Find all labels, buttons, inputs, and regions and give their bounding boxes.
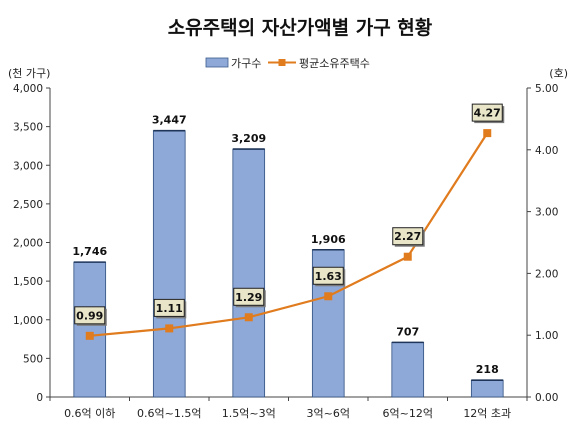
y-left-unit: (천 가구) <box>8 66 50 80</box>
y-right-tick-label: 2.00 <box>535 268 558 280</box>
bar-value-label: 218 <box>476 363 499 376</box>
x-category-label: 12억 초과 <box>463 407 511 420</box>
line-label-box <box>233 287 265 306</box>
y-left-tick-label: 2,500 <box>13 199 43 211</box>
legend-swatch-bar <box>205 57 229 68</box>
line-series <box>85 129 492 340</box>
line-marker <box>403 252 412 261</box>
line-value-label: 4.27 <box>474 107 501 120</box>
line-label-box <box>312 266 344 285</box>
y-right-tick-label: 5.00 <box>535 83 558 95</box>
line-value-label: 1.63 <box>315 270 342 283</box>
bar <box>470 379 504 398</box>
x-category-label: 3억~6억 <box>307 407 350 420</box>
legend-label-bar: 가구수 <box>231 57 261 70</box>
bar-value-label: 1,746 <box>72 245 107 258</box>
y-right-tick-label: 3.00 <box>535 207 558 219</box>
y-right-tick-label: 0.00 <box>535 392 558 404</box>
legend: 가구수 평균소유주택수 <box>205 57 370 70</box>
axes: 0 500 1,000 1,500 2,000 2,500 3,000 3,500 4,000 0… <box>13 83 558 420</box>
y-left-tick-label: 500 <box>23 353 43 365</box>
bar-value-label: 707 <box>396 325 419 338</box>
y-left-tick-label: 3,500 <box>13 122 43 134</box>
bars <box>73 129 504 398</box>
bar-value-label: 1,906 <box>311 233 346 246</box>
line-label-box <box>471 103 503 122</box>
line-label-box <box>153 298 185 317</box>
bar <box>73 261 107 398</box>
y-left-tick-label: 3,000 <box>13 160 43 172</box>
y-left-tick-label: 4,000 <box>13 83 43 95</box>
y-left-tick-label: 1,500 <box>13 276 43 288</box>
y-right-unit: (호) <box>549 67 568 80</box>
x-category-label: 0.6억 이하 <box>64 406 115 420</box>
y-left-tick-label: 1,000 <box>13 315 43 327</box>
bar-value-label: 3,209 <box>231 132 266 145</box>
legend-swatch-marker <box>278 59 286 66</box>
chart-title: 소유주택의 자산가액별 가구 현황 <box>168 16 433 39</box>
line-value-label: 2.27 <box>394 230 421 243</box>
bar <box>391 341 425 398</box>
bar-value-label: 3,447 <box>152 114 187 127</box>
y-left-tick-label: 2,000 <box>13 238 43 250</box>
y-left-tick-label: 0 <box>36 392 43 404</box>
line-value-label: 1.11 <box>156 302 183 315</box>
line-marker <box>165 324 174 333</box>
bar <box>152 130 186 398</box>
data-labels: 1,746 3,447 3,209 1,906 707 218 0.99 1.11 1.29 1.… <box>72 103 505 376</box>
line-label-box <box>74 306 106 325</box>
bar <box>232 148 266 398</box>
line-marker <box>85 331 94 340</box>
line-marker <box>324 292 333 301</box>
line-value-label: 1.29 <box>235 291 262 304</box>
line-marker <box>244 313 253 322</box>
legend-label-line: 평균소유주택수 <box>299 57 370 70</box>
line-value-label: 0.99 <box>76 309 103 322</box>
x-category-label: 1.5억~3억 <box>222 407 276 420</box>
x-category-label: 0.6억~1.5억 <box>137 407 201 420</box>
y-right-tick-label: 4.00 <box>535 145 558 157</box>
x-category-label: 6억~12억 <box>383 407 433 420</box>
line-label-box <box>392 227 424 246</box>
y-right-tick-label: 1.00 <box>535 330 558 342</box>
line-marker <box>483 129 492 138</box>
series-line <box>89 132 489 337</box>
